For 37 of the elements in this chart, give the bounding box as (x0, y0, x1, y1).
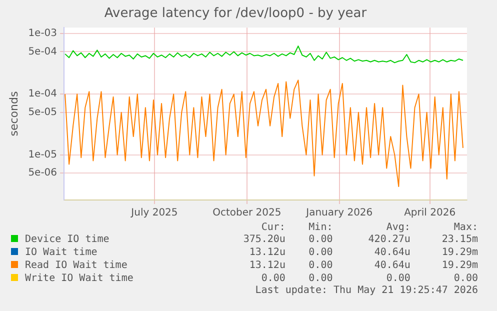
x-tick-label: January 2026 (305, 208, 373, 219)
text: 40.64u (373, 259, 412, 272)
text: 23.15m (440, 233, 479, 246)
x-tick-label: July 2025 (130, 208, 178, 219)
text: Last update: Thu May 21 19:25:47 2026 (254, 285, 478, 296)
text: 0.00 (308, 246, 334, 259)
text: Cur: (260, 222, 286, 233)
text: 0.00 (308, 272, 334, 285)
y-tick-label: 5e-04 (28, 46, 58, 58)
text: 13.12u (248, 259, 286, 272)
text: Max: (452, 222, 479, 233)
text: 375.20u (242, 233, 286, 246)
y-axis-title: seconds (7, 91, 20, 136)
text: 0.00 (385, 272, 412, 285)
text: Min: (308, 222, 334, 233)
text: 0.00 (452, 272, 479, 285)
text: 13.12u (248, 246, 286, 259)
y-tick-label: 1e-03 (28, 28, 58, 40)
text: 420.27u (367, 233, 412, 246)
y-tick-label: 5e-06 (28, 168, 58, 179)
y-tick-label: 1e-05 (28, 149, 58, 160)
text: Avg: (385, 222, 412, 233)
text: 0.00 (260, 272, 286, 285)
text: 0.00 (308, 233, 334, 246)
text: 19.29m (440, 259, 479, 272)
text: 40.64u (373, 246, 412, 259)
y-tick-label: 5e-05 (28, 107, 58, 118)
legend-label: Read IO Wait time (24, 259, 128, 272)
x-tick-label: October 2025 (212, 208, 282, 219)
text: 19.29m (440, 246, 479, 259)
legend-label: Device IO time (24, 233, 110, 246)
y-tick-label: 1e-04 (28, 88, 58, 100)
legend-label: Write IO Wait time (24, 272, 134, 285)
x-tick-label: April 2026 (404, 208, 456, 219)
chart-title: Average latency for /dev/loop0 - by year (104, 6, 368, 22)
legend-label: IO Wait time (24, 246, 98, 259)
text: 0.00 (308, 259, 334, 272)
